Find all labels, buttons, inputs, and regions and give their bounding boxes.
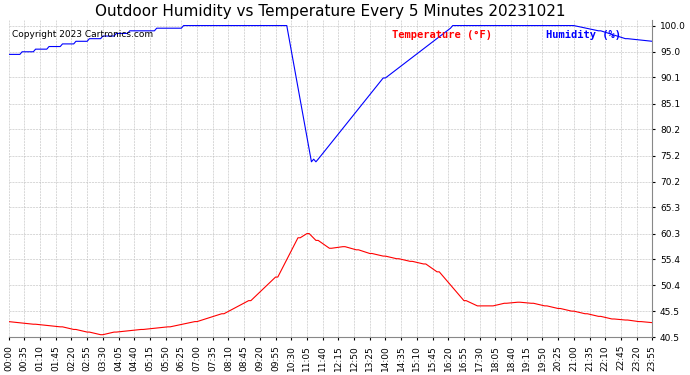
- Text: Copyright 2023 Cartronics.com: Copyright 2023 Cartronics.com: [12, 30, 153, 39]
- Text: Humidity (%): Humidity (%): [546, 30, 621, 40]
- Text: Temperature (°F): Temperature (°F): [392, 30, 492, 40]
- Title: Outdoor Humidity vs Temperature Every 5 Minutes 20231021: Outdoor Humidity vs Temperature Every 5 …: [95, 4, 566, 19]
